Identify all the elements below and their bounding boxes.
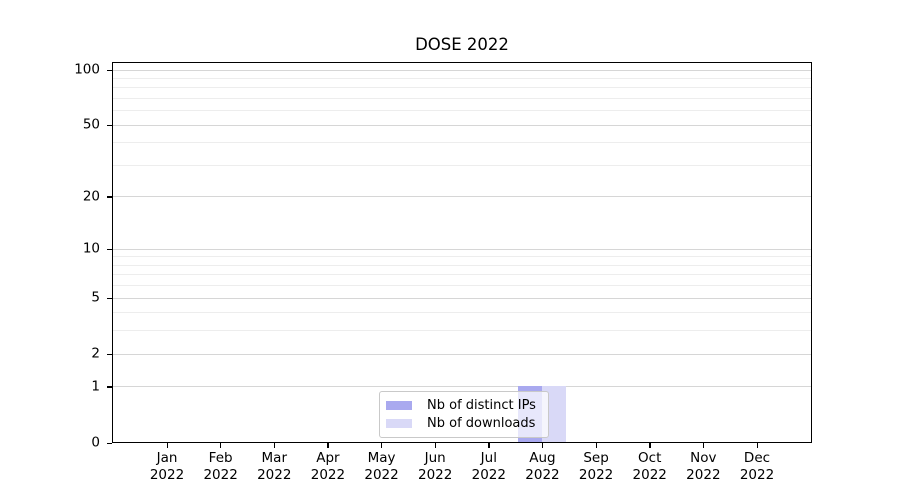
y-gridline: [113, 353, 811, 355]
x-tick-year: 2022: [578, 467, 614, 483]
y-tick-label: 2: [91, 345, 100, 362]
y-gridline: [113, 248, 811, 250]
x-tick-mark: [595, 443, 597, 448]
distinct-ips-swatch: [386, 401, 412, 410]
x-tick-year: 2022: [471, 467, 506, 483]
y-tick-mark: [107, 69, 112, 71]
chart-title: DOSE 2022: [415, 35, 509, 54]
x-tick-year: 2022: [364, 467, 399, 483]
y-gridline-minor: [113, 285, 811, 287]
legend-label-distinct-ips: Nb of distinct IPs: [427, 398, 536, 413]
x-tick-month: Dec: [743, 450, 771, 466]
y-gridline-minor: [113, 142, 811, 144]
legend-item-distinct-ips: Nb of distinct IPs: [386, 399, 540, 412]
x-tick-mark: [381, 443, 383, 448]
legend: Nb of distinct IPs Nb of downloads: [379, 391, 549, 438]
y-gridline: [113, 386, 811, 388]
x-tick-label: Jun 2022: [418, 450, 452, 484]
x-tick-mark: [273, 443, 276, 448]
x-tick-month: Sep: [583, 450, 609, 466]
y-gridline: [113, 196, 811, 198]
legend-item-downloads: Nb of downloads: [386, 417, 540, 430]
y-tick-label: 20: [82, 188, 100, 205]
y-gridline-minor: [113, 256, 811, 258]
x-tick-month: Jun: [424, 450, 446, 466]
x-tick-month: Aug: [529, 450, 556, 466]
x-tick-year: 2022: [525, 467, 560, 483]
x-tick-label: Aug 2022: [525, 450, 559, 484]
x-tick-mark: [541, 443, 544, 448]
x-tick-mark: [327, 443, 329, 448]
x-tick-label: May 2022: [364, 450, 398, 484]
y-tick-label: 5: [91, 289, 100, 306]
x-tick-year: 2022: [257, 467, 292, 483]
x-tick-year: 2022: [686, 467, 721, 483]
x-tick-mark: [756, 443, 758, 448]
x-tick-mark: [488, 443, 490, 448]
y-tick-label: 50: [82, 116, 100, 133]
y-tick-mark: [107, 386, 112, 388]
x-tick-month: Oct: [638, 450, 662, 466]
x-tick-mark: [702, 443, 705, 448]
x-tick-mark: [220, 443, 222, 448]
x-tick-label: Apr 2022: [311, 450, 345, 484]
y-gridline-minor: [113, 164, 811, 166]
y-tick-mark: [107, 297, 112, 299]
y-gridline-minor: [113, 87, 811, 89]
x-tick-year: 2022: [310, 467, 346, 483]
y-tick-label: 1: [91, 378, 100, 395]
y-tick-mark: [107, 196, 112, 198]
y-gridline-minor: [113, 110, 811, 112]
y-gridline: [113, 297, 811, 299]
y-tick-mark: [107, 124, 112, 127]
plot-area: Nb of distinct IPs Nb of downloads: [112, 62, 812, 443]
x-tick-year: 2022: [632, 467, 667, 483]
legend-label-downloads: Nb of downloads: [427, 416, 536, 431]
x-tick-label: Feb 2022: [203, 450, 237, 484]
x-tick-month: Nov: [690, 450, 717, 466]
x-tick-label: Oct 2022: [633, 450, 667, 484]
y-gridline-minor: [113, 77, 811, 79]
x-tick-label: Jul 2022: [472, 450, 506, 484]
x-tick-label: Mar 2022: [257, 450, 291, 484]
y-gridline-minor: [113, 274, 811, 276]
downloads-swatch: [386, 419, 412, 428]
x-tick-year: 2022: [417, 467, 453, 483]
x-tick-month: Jan: [156, 450, 178, 466]
x-tick-month: Feb: [208, 450, 233, 466]
y-tick-mark: [107, 248, 112, 250]
y-gridline: [113, 69, 811, 71]
y-tick-label: 100: [74, 61, 100, 78]
x-tick-month: Mar: [261, 450, 288, 466]
y-tick-mark: [107, 353, 112, 355]
x-tick-month: May: [367, 450, 396, 466]
x-tick-year: 2022: [149, 467, 185, 483]
y-gridline-minor: [113, 330, 811, 332]
x-tick-year: 2022: [203, 467, 238, 483]
x-tick-month: Apr: [316, 450, 340, 466]
x-tick-label: Nov 2022: [686, 450, 720, 484]
y-gridline-minor: [113, 97, 811, 99]
y-tick-mark: [107, 442, 112, 444]
y-gridline-minor: [113, 264, 811, 266]
y-tick-label: 0: [91, 434, 100, 451]
x-tick-label: Jan 2022: [150, 450, 184, 484]
x-tick-label: Sep 2022: [579, 450, 613, 484]
y-tick-label: 10: [82, 240, 100, 257]
x-tick-mark: [166, 443, 168, 448]
y-gridline-minor: [113, 312, 811, 314]
x-tick-label: Dec 2022: [740, 450, 774, 484]
y-gridline: [113, 124, 811, 126]
x-tick-mark: [434, 443, 436, 448]
x-tick-mark: [649, 443, 651, 448]
x-tick-month: Jul: [480, 450, 497, 466]
x-tick-year: 2022: [739, 467, 775, 483]
